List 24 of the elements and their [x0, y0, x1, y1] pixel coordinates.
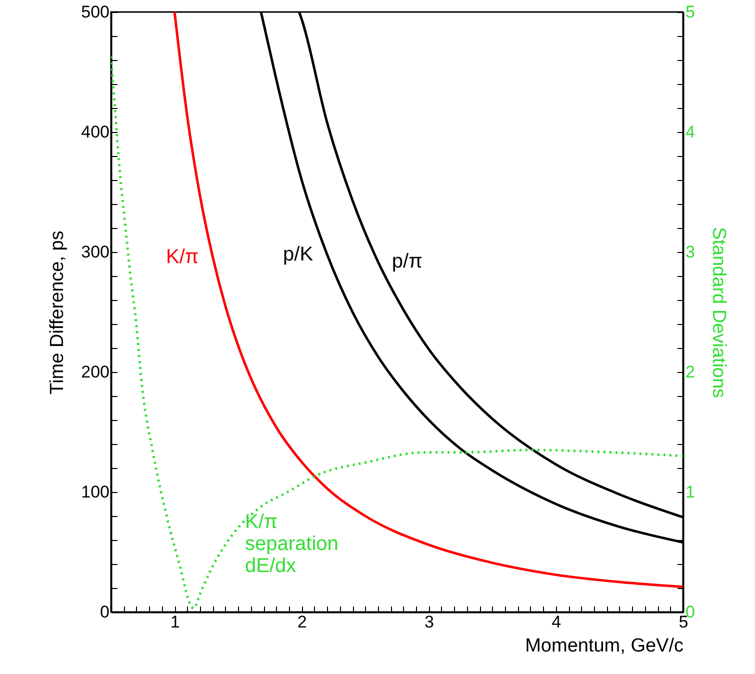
y2-tick-label: 1 — [686, 482, 695, 502]
y2-tick-label: 4 — [686, 122, 695, 142]
series-label: K/π — [166, 246, 199, 268]
y2-tick-label: 3 — [686, 242, 695, 262]
y-tick-label: 500 — [81, 2, 110, 22]
y-tick-label: 300 — [81, 242, 110, 262]
line-series — [111, 55, 683, 610]
x-axis-title: Momentum, GeV/c — [525, 636, 684, 656]
y2-tick-label: 5 — [686, 2, 695, 22]
y-tick-label: 400 — [81, 122, 110, 142]
y2-tick-label: 2 — [686, 362, 695, 382]
series-label: K/π separation dE/dx — [245, 511, 338, 577]
y-tick-label: 100 — [81, 482, 110, 502]
y2-tick-label: 0 — [686, 602, 695, 622]
x-tick-label: 3 — [424, 612, 434, 632]
x-tick-label: 2 — [297, 612, 307, 632]
series-label: p/π — [392, 250, 422, 273]
x-tick-label: 4 — [552, 612, 562, 632]
series-label: p/K — [283, 243, 314, 266]
x-tick-label: 1 — [170, 612, 180, 632]
y2-axis-title: Standard Deviations — [708, 226, 729, 398]
y-tick-label: 200 — [81, 362, 110, 382]
y-tick-label: 0 — [100, 602, 110, 622]
y-axis-title: Time Difference, ps — [47, 230, 68, 394]
